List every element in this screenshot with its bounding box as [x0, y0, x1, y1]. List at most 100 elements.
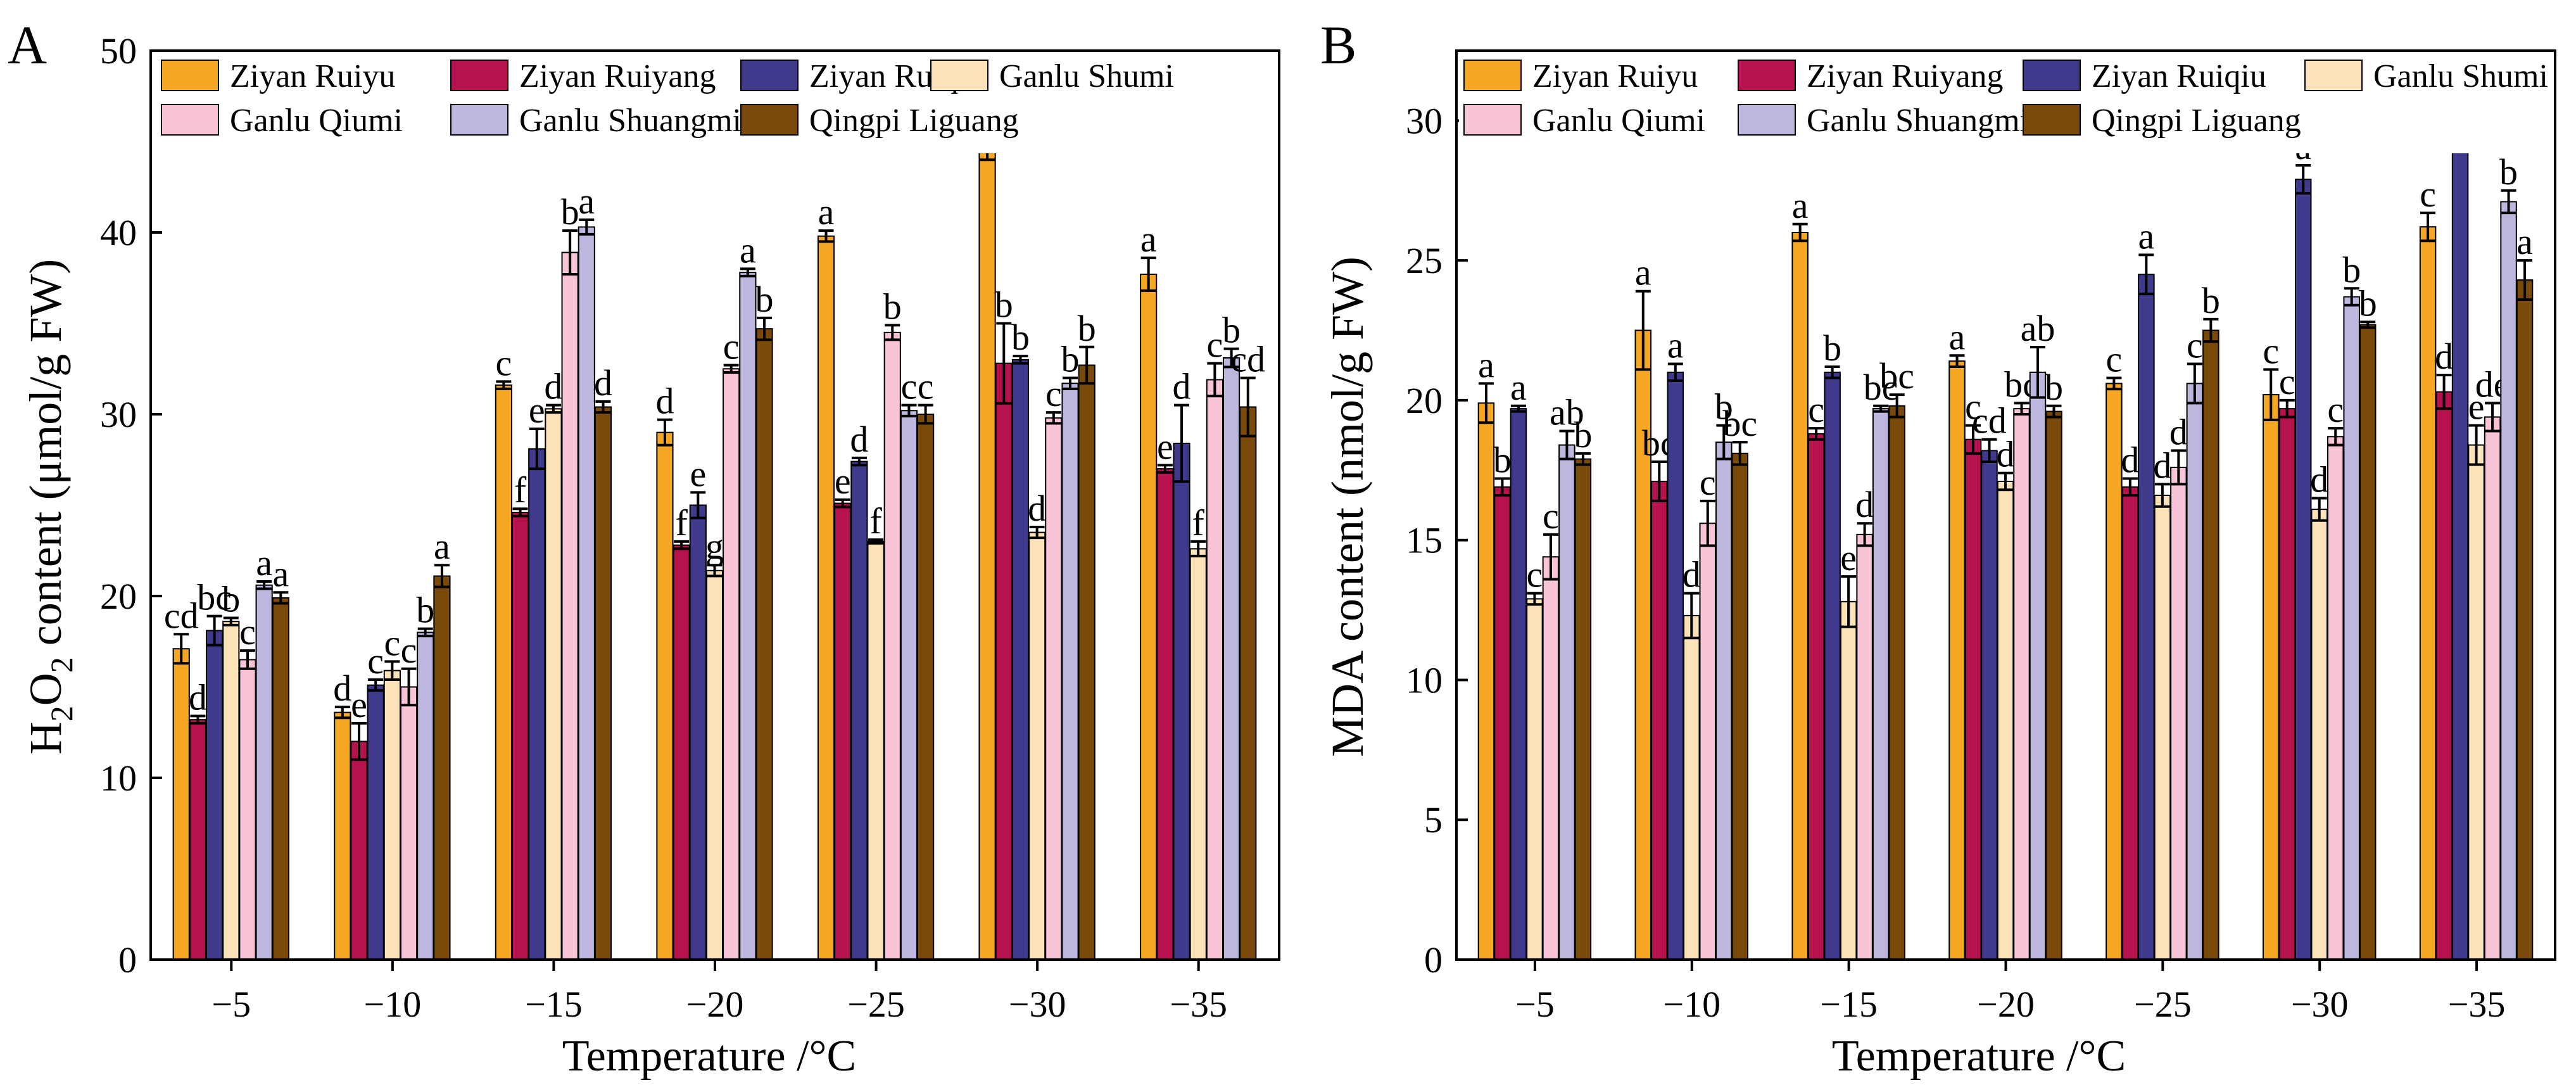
b-x-tick-label-6: −35: [2448, 984, 2506, 1025]
b-legend-box: [1459, 55, 2545, 153]
a-significance-label-ganlu-shuangmi-2: a: [578, 181, 595, 222]
b-error-bar-ziyan-ruiqiu-4: [2138, 253, 2154, 296]
a-error-bar-ganlu-qiumi-6: [1207, 362, 1223, 398]
a-x-tick-label-1: −10: [363, 984, 421, 1025]
panel-a-axes: 0 10 20 30 40 50 −5 −10 −15 −20 −25 −30 −35: [100, 30, 1280, 1025]
a-bar-ziyan-ruiqiu-4: [850, 460, 868, 960]
a-significance-label-ziyan-ruiqiu-1: c: [367, 640, 384, 682]
a-significance-label-ganlu-shumi-3: g: [705, 526, 724, 567]
b-error-bar-ziyan-ruiqiu-5: [2295, 164, 2311, 195]
b-bar-ziyan-ruiqiu-1: [1667, 371, 1684, 960]
a-error-bar-ziyan-ruiyu-1: [334, 706, 350, 720]
a-bar-ganlu-qiumi-5: [1045, 417, 1063, 960]
b-error-bar-ganlu-qiumi-4: [2171, 449, 2187, 486]
b-error-bar-qingpi-liguang-6: [2517, 259, 2533, 301]
a-bar-ganlu-qiumi-3: [723, 368, 740, 960]
a-bar-ziyan-ruiqiu-2: [528, 448, 546, 960]
a-error-bar-ziyan-ruiyu-4: [818, 229, 834, 243]
b-significance-label-ganlu-shumi-2: e: [1840, 537, 1857, 578]
b-significance-label-ganlu-shuangmi-4: c: [2187, 325, 2203, 366]
b-error-bar-ziyan-ruiyang-4: [2122, 477, 2138, 497]
a-legend-swatch-ziyan-ruiqiu: [740, 60, 799, 91]
b-error-bar-ganlu-shuangmi-2: [1873, 404, 1889, 413]
b-bar-ziyan-ruiyang-2: [1807, 433, 1825, 960]
a-bar-qingpi-liguang-5: [1078, 364, 1095, 960]
a-error-bar-ganlu-qiumi-0: [239, 649, 255, 670]
b-bar-ganlu-qiumi-4: [2170, 466, 2187, 960]
b-x-tick-label-1: −10: [1663, 984, 1720, 1025]
b-bar-ganlu-shumi-1: [1683, 614, 1700, 960]
a-error-bar-ziyan-ruiyang-2: [512, 507, 528, 517]
a-bar-ziyan-ruiyu-2: [495, 384, 512, 960]
a-legend-label-ziyan-ruiyang: Ziyan Ruiyang: [519, 58, 716, 94]
b-bar-ganlu-shumi-6: [2468, 444, 2485, 960]
b-significance-label-ganlu-shumi-1: d: [1683, 554, 1701, 595]
b-bar-ganlu-shuangmi-4: [2186, 383, 2204, 960]
b-bar-ziyan-ruiqiu-0: [1510, 408, 1527, 960]
panel-b-chart: B MDA content (nmol/g FW) Temperature /°…: [1320, 15, 2556, 1081]
b-bar-ziyan-ruiqiu-2: [1824, 371, 1841, 960]
panel-a-letter: A: [8, 15, 47, 75]
b-error-bar-ziyan-ruiqiu-0: [1510, 404, 1526, 413]
a-bar-ganlu-shumi-2: [545, 408, 562, 960]
a-bar-qingpi-liguang-1: [433, 575, 451, 960]
a-significance-label-ziyan-ruiyang-5: b: [995, 284, 1013, 326]
b-bar-qingpi-liguang-3: [2045, 410, 2062, 960]
b-legend-label-ganlu-shuangmi: Ganlu Shuangmi: [1807, 103, 2029, 139]
b-bar-qingpi-liguang-5: [2359, 324, 2377, 960]
b-x-tick-label-3: −20: [1977, 984, 2035, 1025]
a-significance-label-ziyan-ruiyu-0: cd: [164, 595, 199, 636]
b-bar-ziyan-ruiqiu-4: [2138, 274, 2155, 961]
a-bar-ziyan-ruiyang-6: [1156, 468, 1174, 960]
b-bar-ziyan-ruiqiu-6: [2451, 131, 2469, 961]
a-error-bar-ziyan-ruiqiu-6: [1174, 403, 1190, 483]
a-bar-ziyan-ruiyang-2: [511, 511, 529, 960]
a-error-bar-ganlu-shuangmi-6: [1223, 347, 1239, 369]
b-significance-label-qingpi-liguang-5: b: [2359, 283, 2377, 324]
b-bar-ziyan-ruiyu-4: [2106, 383, 2123, 960]
a-significance-label-ziyan-ruiqiu-6: d: [1173, 366, 1191, 407]
b-significance-label-ziyan-ruiyu-3: a: [1949, 316, 1966, 357]
b-bar-qingpi-liguang-6: [2516, 279, 2534, 960]
a-error-bar-qingpi-liguang-6: [1240, 376, 1256, 438]
a-legend-item-qingpi-liguang: Qingpi Liguang: [740, 103, 1019, 139]
b-bar-ganlu-shumi-2: [1840, 600, 1857, 960]
a-error-bar-ganlu-qiumi-4: [885, 324, 900, 341]
a-significance-label-ganlu-qiumi-2: b: [561, 191, 579, 232]
a-error-bar-qingpi-liguang-5: [1079, 345, 1095, 385]
a-significance-label-qingpi-liguang-0: a: [272, 553, 289, 594]
a-significance-label-ziyan-ruiyang-2: f: [514, 469, 527, 511]
a-legend-swatch-ganlu-shuangmi: [450, 104, 508, 136]
a-bar-ganlu-qiumi-4: [883, 331, 901, 960]
a-significance-label-ganlu-qiumi-4: b: [883, 286, 902, 327]
a-error-bar-ganlu-shumi-4: [868, 538, 884, 545]
a-significance-label-ziyan-ruiqiu-3: e: [690, 453, 706, 494]
a-y-tick-label-1: 10: [100, 758, 137, 799]
a-bar-ziyan-ruiyu-4: [817, 235, 835, 960]
b-significance-label-ziyan-ruiqiu-3: cd: [1972, 400, 2007, 441]
b-bar-ganlu-qiumi-5: [2327, 436, 2344, 960]
b-legend-item-ganlu-shuangmi: Ganlu Shuangmi: [1738, 103, 2029, 139]
a-bar-ziyan-ruiqiu-0: [206, 630, 224, 960]
a-error-bar-ziyan-ruiyu-6: [1140, 257, 1156, 292]
a-error-bar-ziyan-ruiqiu-1: [368, 678, 384, 692]
b-bar-ziyan-ruiyu-3: [1948, 360, 1966, 960]
b-x-tick-label-0: −5: [1515, 984, 1555, 1025]
a-y-tick-label-5: 50: [100, 30, 137, 72]
a-significance-label-ziyan-ruiyang-4: e: [835, 460, 851, 502]
b-legend-swatch-ganlu-qiumi: [1463, 104, 1522, 136]
b-error-bar-ganlu-shuangmi-4: [2187, 362, 2202, 405]
b-legend-swatch-ziyan-ruiyu: [1463, 60, 1522, 91]
a-significance-label-ganlu-shuangmi-0: a: [256, 542, 272, 583]
a-error-bar-ganlu-shuangmi-1: [417, 627, 433, 638]
a-error-bar-ganlu-qiumi-2: [562, 229, 578, 276]
b-significance-label-ganlu-shumi-6: e: [2468, 386, 2485, 428]
a-bar-ganlu-qiumi-2: [561, 251, 579, 961]
a-bar-ganlu-shuangmi-0: [255, 584, 273, 960]
b-significance-label-ziyan-ruiyang-4: d: [2121, 440, 2139, 481]
b-error-bar-ziyan-ruiyang-3: [1966, 424, 1981, 455]
b-y-tick-label-6: 30: [1406, 100, 1443, 141]
b-significance-label-ganlu-shumi-4: d: [2153, 445, 2171, 486]
panel-b-x-axis-label: Temperature /°C: [1832, 1032, 2126, 1081]
a-bar-ganlu-shumi-4: [867, 540, 885, 960]
